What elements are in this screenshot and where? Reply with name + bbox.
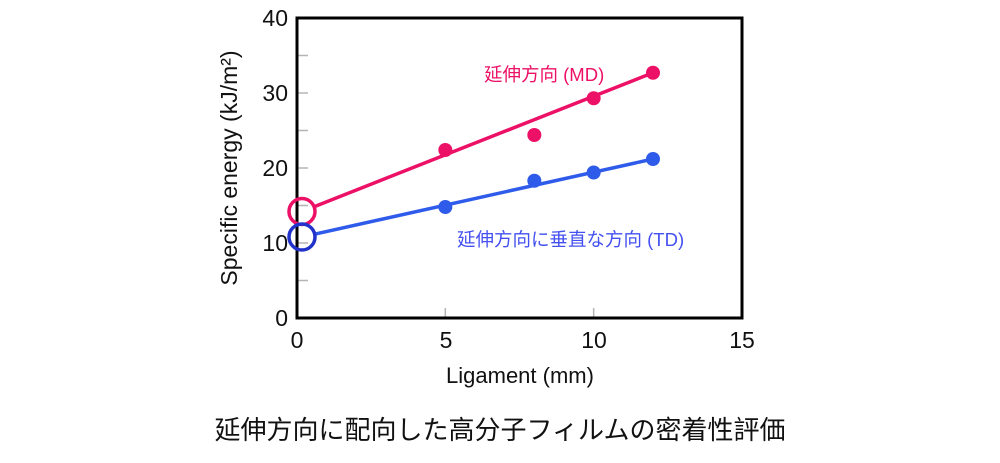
plot-border [295,16,744,320]
md-data-point [586,91,601,106]
td-fit-line [313,157,655,236]
y-tick-label-20: 20 [262,155,288,181]
md-data-point [527,128,542,142]
y-tick-label-0: 0 [275,305,288,331]
y-tick-label-10: 10 [262,230,288,256]
x-tick-label-10: 10 [581,327,607,353]
y-tick-label-40: 40 [262,5,288,31]
x-tick-label-0: 0 [291,327,304,353]
x-tick-label-5: 5 [440,327,453,353]
td-data-point [646,152,660,166]
figure-caption: 延伸方向に配向した高分子フィルムの密着性評価 [215,415,786,445]
md-fit-line [313,71,655,209]
md-intercept-marker [287,196,317,227]
md-data-point [438,143,453,157]
td-intercept-marker [287,222,317,252]
inner-ticks [298,54,595,317]
td-data-point [438,200,453,214]
md-data-point [646,65,660,80]
y-axis-title: Specific energy (kJ/m²) [216,50,242,285]
td-data-point [586,165,601,180]
md-series-label: 延伸方向 (MD) [484,64,604,85]
y-tick-label-30: 30 [262,80,288,106]
x-axis-title: Ligament (mm) [446,363,594,388]
series-layer [287,65,660,252]
x-tick-label-15: 15 [729,327,755,353]
td-data-point [527,173,542,188]
td-series-label: 延伸方向に垂直な方向 (TD) [457,229,684,250]
